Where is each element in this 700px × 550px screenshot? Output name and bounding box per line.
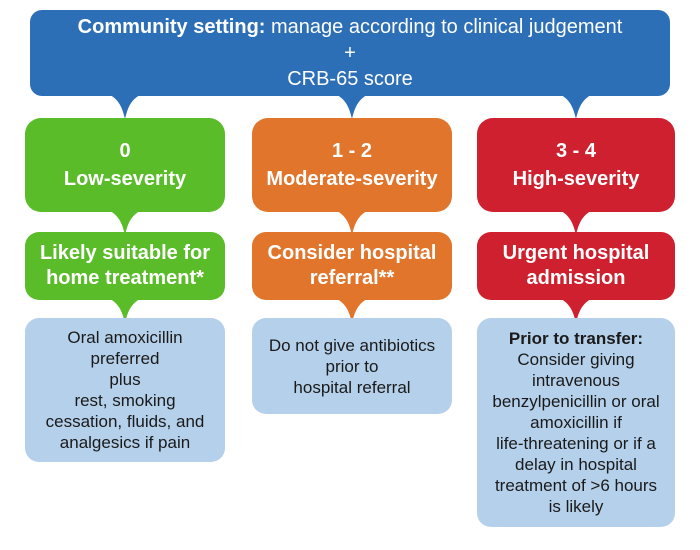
arrow-moderate-1 — [333, 209, 371, 235]
arrow-moderate-2 — [333, 297, 371, 323]
action-box-low: Likely suitable for home treatment* — [25, 232, 225, 300]
score-label-low: 0 — [119, 140, 131, 162]
action-box-moderate: Consider hospital referral** — [252, 232, 452, 300]
header-intro-rest: manage according to clinical judgement — [265, 16, 623, 38]
header-score-label: CRB-65 score — [287, 68, 413, 90]
header-line-1: Community setting: manage according to c… — [78, 14, 623, 40]
severity-box-moderate: 1 - 2 Moderate-severity — [252, 118, 452, 212]
severity-label-low: Low-severity — [63, 168, 187, 190]
severity-label-high: High-severity — [512, 168, 640, 190]
action-label-low: Likely suitable for home treatment* — [39, 242, 211, 289]
arrow-low-2 — [106, 297, 144, 323]
header-plus: + — [344, 42, 356, 64]
branch-arrow-header-low — [106, 93, 144, 119]
arrow-high-1 — [557, 209, 595, 235]
note-box-moderate: Do not give antibiotics prior to hospita… — [252, 318, 452, 414]
branch-arrow-header-high — [557, 93, 595, 119]
note-heading-high: Prior to transfer: — [508, 329, 644, 348]
note-text-low: Oral amoxicillin preferred plus rest, sm… — [45, 328, 205, 452]
severity-box-high: 3 - 4 High-severity — [477, 118, 675, 212]
score-label-moderate: 1 - 2 — [331, 140, 373, 162]
arrow-low-1 — [106, 209, 144, 235]
note-box-high: Prior to transfer: Consider giving intra… — [477, 318, 675, 527]
action-label-high: Urgent hospital admission — [502, 242, 650, 289]
arrow-high-2 — [557, 297, 595, 323]
action-box-high: Urgent hospital admission — [477, 232, 675, 300]
note-text-high: Consider giving intravenous benzylpenici… — [492, 350, 660, 516]
note-box-low: Oral amoxicillin preferred plus rest, sm… — [25, 318, 225, 462]
community-setting-box: Community setting: manage according to c… — [30, 10, 670, 96]
severity-label-moderate: Moderate-severity — [266, 168, 438, 190]
branch-arrow-header-moderate — [333, 93, 371, 119]
severity-box-low: 0 Low-severity — [25, 118, 225, 212]
score-label-high: 3 - 4 — [555, 140, 597, 162]
note-text-moderate: Do not give antibiotics prior to hospita… — [268, 335, 436, 397]
header-intro-bold: Community setting: — [77, 16, 266, 38]
action-label-moderate: Consider hospital referral** — [267, 242, 437, 289]
